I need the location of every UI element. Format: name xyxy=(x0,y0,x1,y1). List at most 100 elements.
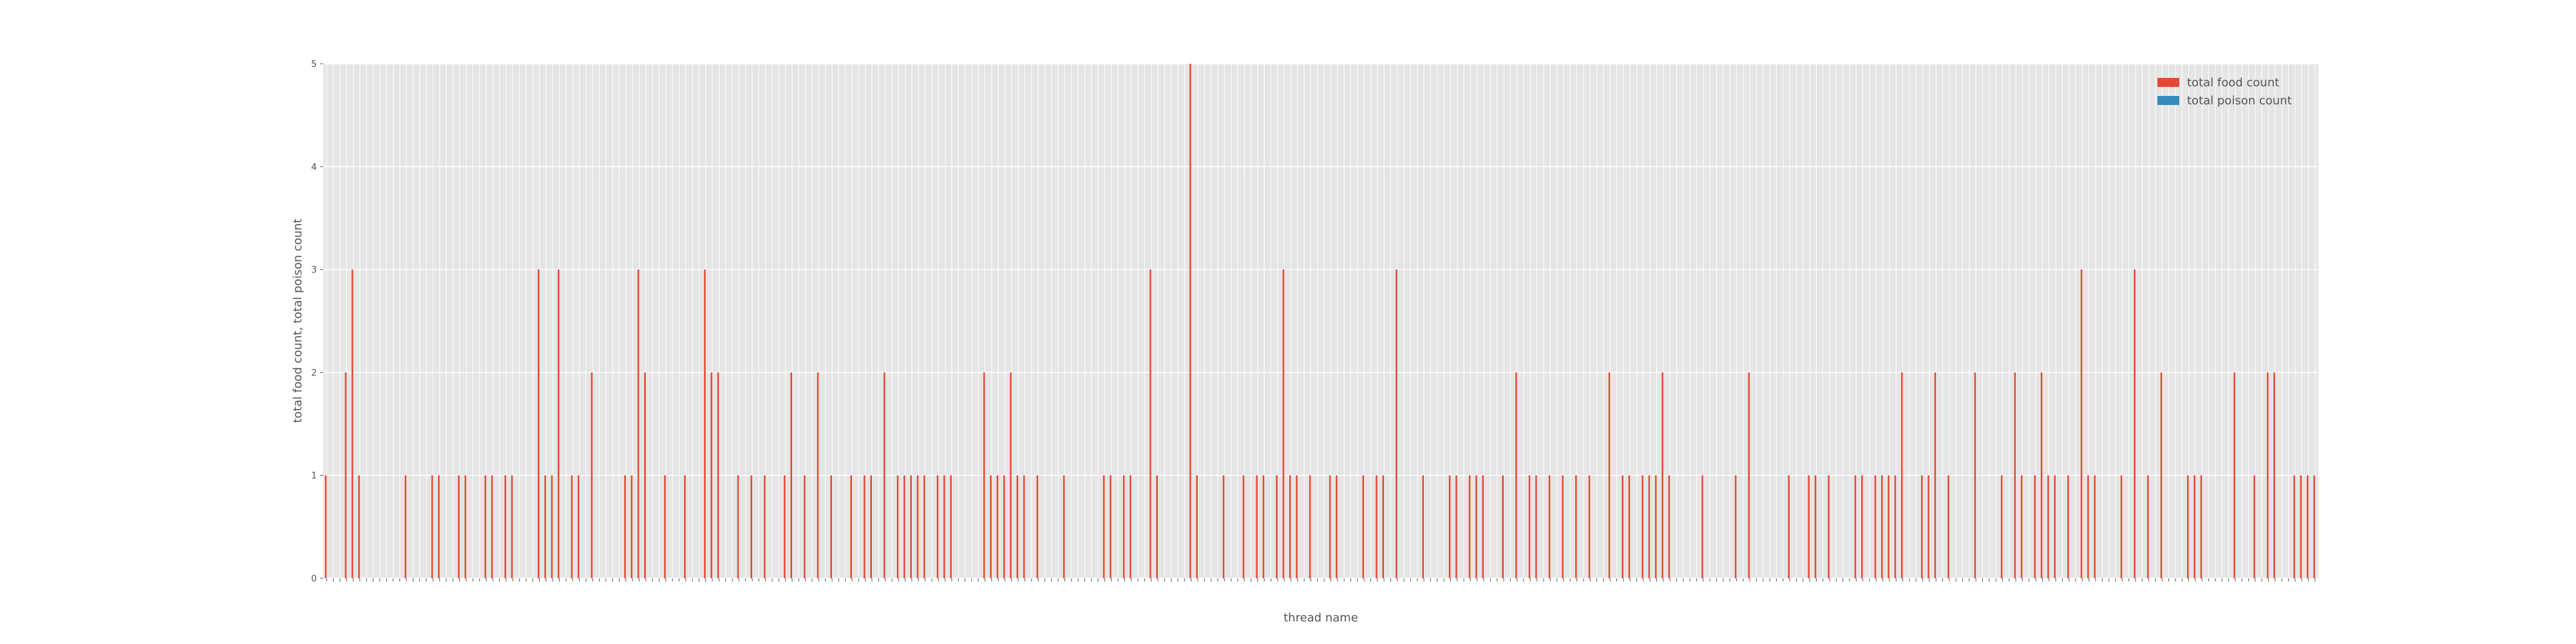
bar xyxy=(684,475,686,578)
bar xyxy=(2067,475,2069,578)
bar xyxy=(910,475,912,578)
bar xyxy=(790,372,793,578)
bar xyxy=(1422,475,1425,578)
bar xyxy=(2200,475,2202,578)
bar xyxy=(1396,269,1397,578)
bar xyxy=(2034,475,2036,578)
bar xyxy=(2273,372,2275,578)
bar xyxy=(404,475,407,578)
bar xyxy=(1947,475,1949,578)
bar xyxy=(1548,475,1551,578)
bar xyxy=(1502,475,1504,578)
y-tick-label: 1 xyxy=(311,471,317,481)
bar xyxy=(2000,475,2003,578)
x-axis-label: thread name xyxy=(1283,611,1358,625)
bar xyxy=(1468,475,1471,578)
bar xyxy=(1110,475,1112,578)
bar xyxy=(1788,475,1790,578)
bar xyxy=(1808,475,1810,578)
bar xyxy=(1189,64,1191,578)
bar xyxy=(1296,475,1298,578)
bar xyxy=(943,475,945,578)
bar xyxy=(2014,372,2016,578)
bar xyxy=(1515,372,1517,578)
bar xyxy=(2080,269,2083,578)
plot-background xyxy=(323,64,2318,578)
bar xyxy=(784,475,786,578)
y-tick-label: 3 xyxy=(311,265,317,276)
bar xyxy=(1535,475,1537,578)
bar xyxy=(644,372,646,578)
bar xyxy=(325,475,327,578)
bar xyxy=(2300,475,2302,578)
bar xyxy=(1036,475,1039,578)
bar xyxy=(936,475,939,578)
bar xyxy=(1888,475,1889,578)
bar xyxy=(1654,475,1657,578)
bar xyxy=(1023,475,1025,578)
bar xyxy=(431,475,433,578)
bar xyxy=(864,475,866,578)
bar xyxy=(1063,475,1065,578)
bar xyxy=(990,475,992,578)
bar xyxy=(1748,372,1750,578)
bar xyxy=(1642,475,1643,578)
bar xyxy=(1934,372,1937,578)
bar xyxy=(538,269,540,578)
bar xyxy=(916,475,919,578)
bar xyxy=(1016,475,1019,578)
bar xyxy=(2253,475,2255,578)
bar xyxy=(1734,475,1737,578)
bar xyxy=(571,475,573,578)
bar xyxy=(1329,475,1331,578)
bar xyxy=(1362,475,1365,578)
bar xyxy=(1701,475,1703,578)
bar xyxy=(1828,475,1830,578)
bar xyxy=(2047,475,2049,578)
y-tick-label: 0 xyxy=(311,574,317,584)
bar xyxy=(1854,475,1857,578)
bar xyxy=(1309,475,1311,578)
bar xyxy=(1920,475,1923,578)
bar xyxy=(2160,372,2163,578)
bar xyxy=(2094,475,2096,578)
bar xyxy=(491,475,493,578)
bar xyxy=(1242,475,1245,578)
bar xyxy=(870,475,872,578)
bar xyxy=(1622,475,1624,578)
legend-swatch xyxy=(2157,78,2179,87)
bar xyxy=(830,475,832,578)
bar xyxy=(1276,475,1278,578)
bar xyxy=(1814,475,1817,578)
bar xyxy=(2233,372,2235,578)
bar xyxy=(717,372,719,578)
bar xyxy=(558,269,560,578)
bar xyxy=(1376,475,1378,578)
y-tick-label: 4 xyxy=(311,162,317,173)
bar xyxy=(458,475,460,578)
bar xyxy=(1482,475,1484,578)
bar xyxy=(996,475,999,578)
bar xyxy=(1003,475,1005,578)
bar xyxy=(511,475,513,578)
bar xyxy=(2187,475,2189,578)
bar xyxy=(1894,475,1897,578)
bar xyxy=(884,372,886,578)
bar xyxy=(351,269,354,578)
bar xyxy=(1628,475,1631,578)
bar xyxy=(2120,475,2123,578)
bar xyxy=(704,269,706,578)
bar xyxy=(1668,475,1671,578)
bar xyxy=(630,475,633,578)
bar xyxy=(1648,475,1651,578)
bar xyxy=(1874,475,1877,578)
bar xyxy=(624,475,626,578)
bar xyxy=(1130,475,1132,578)
bar xyxy=(1455,475,1457,578)
y-axis-label: total food count, total poison count xyxy=(291,218,305,422)
bar xyxy=(950,475,952,578)
bar xyxy=(484,475,487,578)
legend-label: total food count xyxy=(2187,76,2279,90)
